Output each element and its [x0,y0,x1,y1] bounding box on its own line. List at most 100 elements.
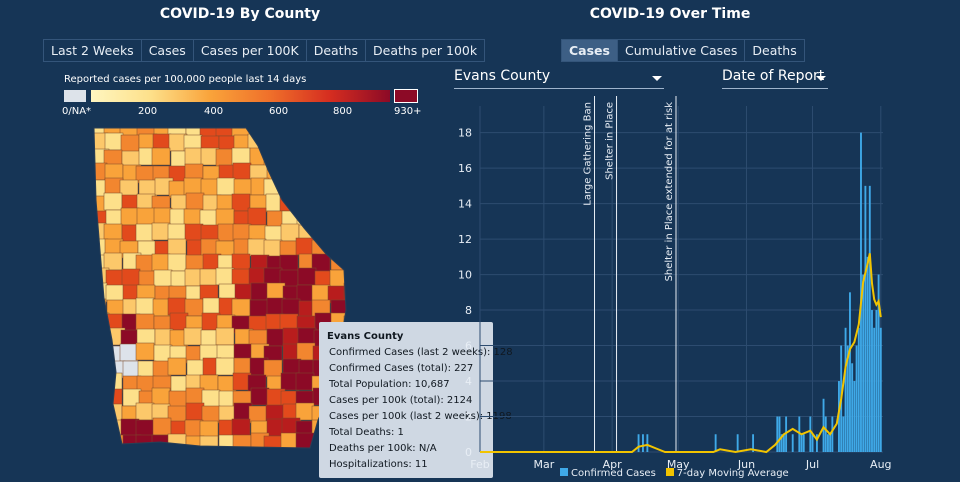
county-shape[interactable] [135,402,155,421]
county-shape[interactable] [151,147,171,166]
county-shape[interactable] [266,120,286,137]
map-tab-deaths-per-100k[interactable]: Deaths per 100k [373,43,478,58]
county-shape[interactable] [90,434,109,452]
county-shape[interactable] [266,447,286,465]
county-shape[interactable] [91,372,110,391]
map-tab-deaths[interactable]: Deaths [307,40,366,61]
county-shape[interactable] [218,447,238,465]
county-shape[interactable] [167,223,187,242]
county-shape[interactable] [215,357,235,376]
county-shape[interactable] [343,192,362,211]
county-shape[interactable] [314,193,334,212]
county-shape[interactable] [215,208,235,227]
county-shape[interactable] [328,147,347,166]
county-shape[interactable] [201,389,221,408]
county-shape[interactable] [295,133,315,152]
county-shape[interactable] [343,282,362,301]
chart-tab-cases[interactable]: Cases [562,40,618,61]
county-shape[interactable] [266,282,286,301]
county-shape[interactable] [279,179,299,198]
county-shape[interactable] [184,147,204,166]
county-shape[interactable] [215,267,235,286]
county-shape[interactable] [231,298,251,317]
county-shape[interactable] [234,283,254,302]
county-shape[interactable] [184,223,204,242]
county-shape[interactable] [280,165,300,184]
county-shape[interactable] [232,223,252,242]
county-shape[interactable] [297,148,317,167]
county-shape[interactable] [297,267,317,286]
county-shape[interactable] [345,163,364,182]
county-shape[interactable] [122,447,142,465]
chart-tab-deaths[interactable]: Deaths [752,43,797,58]
county-shape[interactable] [298,195,318,214]
county-shape[interactable] [328,135,347,154]
county-shape[interactable] [202,297,222,316]
county-shape[interactable] [135,419,155,438]
county-shape[interactable] [119,343,139,362]
county-shape[interactable] [216,177,236,196]
county-shape[interactable] [199,435,219,453]
county-shape[interactable] [297,327,317,346]
county-shape[interactable] [135,342,155,361]
county-shape[interactable] [201,447,221,465]
county-shape[interactable] [281,298,301,317]
county-shape[interactable] [103,223,123,242]
county-shape[interactable] [296,342,316,361]
county-shape[interactable] [345,120,364,137]
county-shape[interactable] [295,402,315,421]
county-shape[interactable] [282,447,302,465]
county-shape[interactable] [89,342,108,361]
county-shape[interactable] [232,162,252,181]
county-shape[interactable] [183,327,203,346]
county-shape[interactable] [104,132,124,151]
county-shape[interactable] [120,134,140,153]
county-shape[interactable] [103,372,123,391]
county-shape[interactable] [295,163,315,182]
county-shape[interactable] [330,193,349,212]
county-shape[interactable] [328,240,347,259]
county-shape[interactable] [329,162,348,181]
county-shape[interactable] [88,405,107,424]
county-shape[interactable] [199,420,219,439]
county-shape[interactable] [183,208,203,227]
county-shape[interactable] [105,269,125,288]
county-shape[interactable] [296,209,316,228]
county-shape[interactable] [329,269,348,288]
county-shape[interactable] [183,177,203,196]
county-shape[interactable] [168,390,188,409]
county-shape[interactable] [250,387,270,406]
county-shape[interactable] [266,328,286,347]
county-shape[interactable] [91,389,110,408]
county-shape[interactable] [169,451,187,468]
county-shape[interactable] [313,222,333,241]
county-shape[interactable] [344,255,363,274]
county-shape[interactable] [135,313,155,332]
county-shape[interactable] [296,451,314,468]
county-shape[interactable] [311,121,331,139]
county-shape[interactable] [263,239,283,258]
chart-tab-cumulative-cases[interactable]: Cumulative Cases [618,40,746,61]
county-shape[interactable] [185,402,205,421]
county-shape[interactable] [295,372,315,391]
county-shape[interactable] [121,268,141,287]
county-shape[interactable] [89,360,108,379]
county-shape[interactable] [233,178,253,197]
county-shape[interactable] [120,207,140,226]
county-shape[interactable] [247,207,267,226]
county-shape[interactable] [344,132,363,151]
county-shape[interactable] [235,450,253,467]
county-shape[interactable] [167,433,187,451]
county-shape[interactable] [312,132,332,151]
county-shape[interactable] [88,222,107,241]
county-shape[interactable] [199,121,219,139]
county-shape[interactable] [328,177,347,196]
county-select[interactable]: Evans County [454,68,664,89]
county-shape[interactable] [281,120,301,137]
county-shape[interactable] [311,284,331,303]
county-shape[interactable] [167,238,187,257]
county-shape[interactable] [119,179,139,198]
county-shape[interactable] [88,449,106,466]
county-shape[interactable] [88,417,107,436]
county-shape[interactable] [167,253,187,272]
